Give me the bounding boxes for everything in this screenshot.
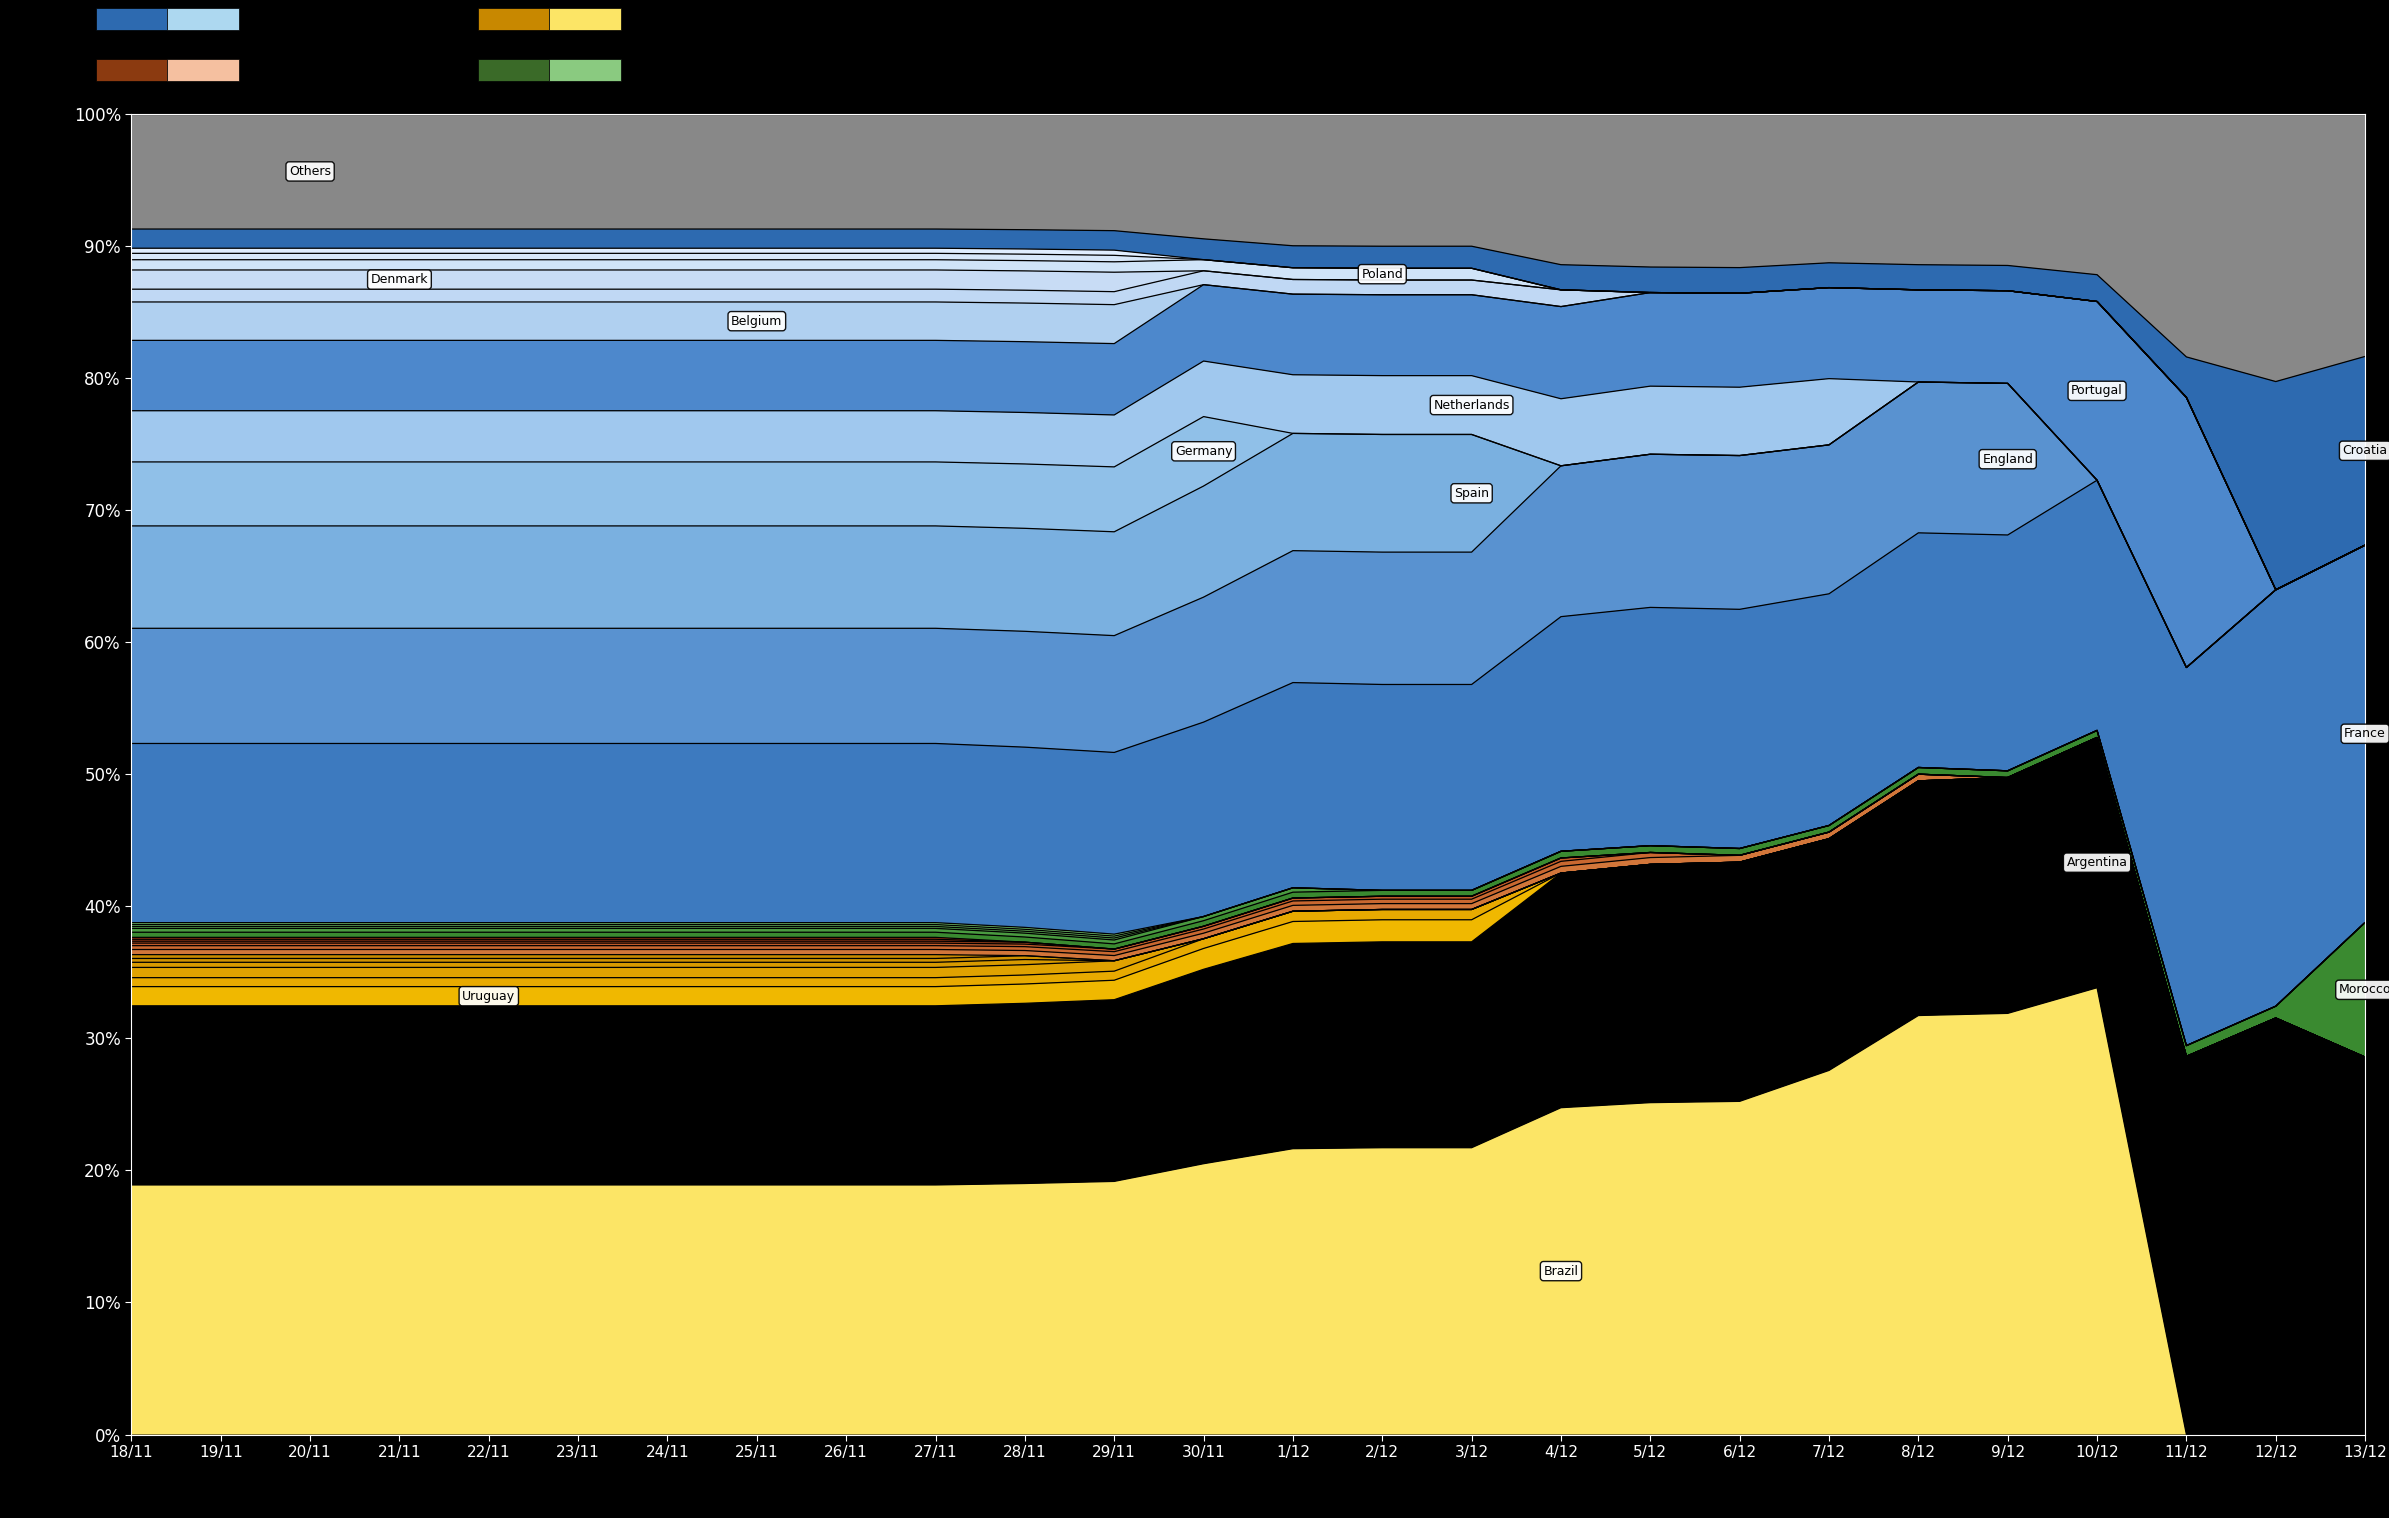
Text: Others: Others bbox=[289, 165, 332, 178]
Text: Denmark: Denmark bbox=[370, 273, 428, 285]
Text: Poland: Poland bbox=[1362, 267, 1402, 281]
Bar bbox=[167, 8, 239, 29]
Bar bbox=[478, 59, 549, 80]
Text: Morocco: Morocco bbox=[2339, 984, 2389, 996]
Text: Asia: Asia bbox=[251, 62, 282, 77]
Text: Portugal: Portugal bbox=[2071, 384, 2124, 398]
Bar bbox=[549, 8, 621, 29]
Text: France: France bbox=[2344, 727, 2387, 741]
Text: Spain: Spain bbox=[1455, 487, 1488, 499]
Bar bbox=[549, 59, 621, 80]
Text: Americas: Americas bbox=[633, 11, 705, 26]
Text: Croatia: Croatia bbox=[2344, 445, 2387, 457]
Text: Netherlands: Netherlands bbox=[1433, 399, 1510, 411]
Text: Uruguay: Uruguay bbox=[461, 990, 516, 1003]
Bar bbox=[478, 8, 549, 29]
Bar bbox=[167, 59, 239, 80]
Text: Germany: Germany bbox=[1175, 445, 1233, 458]
Text: Brazil: Brazil bbox=[1543, 1264, 1579, 1278]
Text: England: England bbox=[1983, 452, 2033, 466]
Text: Belgium: Belgium bbox=[731, 314, 784, 328]
Bar bbox=[96, 59, 167, 80]
Text: Europe: Europe bbox=[251, 11, 306, 26]
Text: Probabilities of final victory according to the bookmakers during the Word Cup 2: Probabilities of final victory according… bbox=[889, 35, 1739, 55]
Bar bbox=[96, 8, 167, 29]
Text: Africa: Africa bbox=[633, 62, 676, 77]
Text: Argentina: Argentina bbox=[2066, 856, 2129, 870]
